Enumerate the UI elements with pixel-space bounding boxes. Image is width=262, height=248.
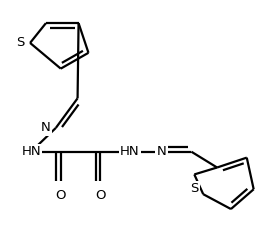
- Text: N: N: [41, 122, 51, 134]
- Text: HN: HN: [21, 145, 41, 158]
- Text: S: S: [190, 182, 199, 195]
- Text: S: S: [16, 36, 24, 49]
- Text: O: O: [95, 189, 106, 202]
- Text: O: O: [56, 189, 66, 202]
- Text: HN: HN: [120, 145, 140, 158]
- Text: N: N: [157, 145, 167, 158]
